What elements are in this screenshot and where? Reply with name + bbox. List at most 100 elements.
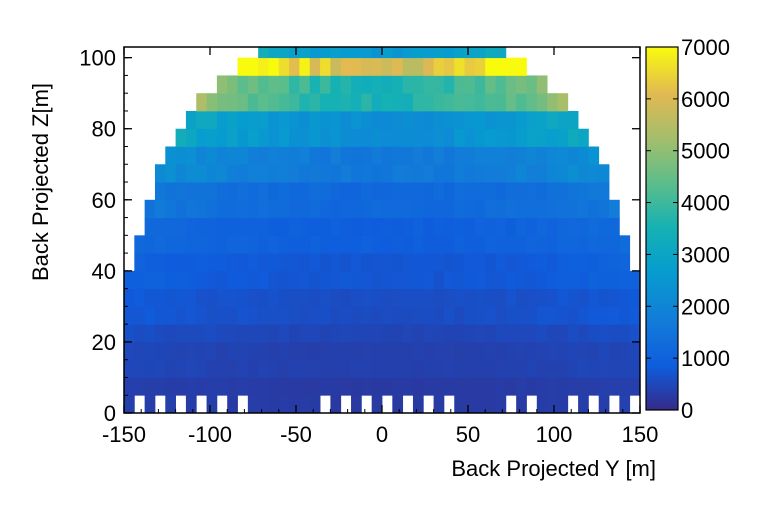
heatmap-cell (185, 199, 197, 218)
heatmap-cell (340, 110, 352, 130)
heatmap-cell (361, 110, 373, 130)
heatmap-cell (299, 75, 311, 94)
x-tick-label: -100 (188, 422, 232, 447)
heatmap-cell (588, 253, 600, 272)
x-tick-label: -150 (102, 422, 146, 447)
heatmap-cell (227, 235, 238, 254)
heatmap-cell (423, 75, 434, 94)
heatmap-cell (609, 306, 620, 325)
heatmap-cell (474, 199, 486, 218)
heatmap-cell (247, 164, 259, 183)
heatmap-cell (567, 182, 579, 201)
heatmap-cell (536, 164, 548, 183)
heatmap-cell (299, 377, 311, 396)
heatmap-cell (567, 288, 579, 307)
heatmap-cell (609, 253, 620, 272)
heatmap-cell (144, 359, 156, 378)
heatmap-cell (124, 359, 135, 378)
heatmap-cell (578, 164, 589, 183)
heatmap-cell (536, 199, 548, 218)
heatmap-cell (567, 377, 579, 396)
heatmap-cell (371, 341, 383, 361)
heatmap-cell (247, 359, 259, 378)
heatmap-cell (258, 395, 269, 414)
heatmap-cell (557, 128, 569, 147)
heatmap-cell (392, 146, 404, 165)
heatmap-cell (144, 235, 156, 254)
heatmap-cell (247, 235, 259, 254)
heatmap-cell (196, 306, 207, 325)
heatmap-cell (412, 146, 424, 165)
heatmap-cell (474, 235, 486, 254)
heatmap-cell (392, 93, 404, 112)
heatmap-cell (495, 75, 507, 94)
heatmap-cell (505, 306, 517, 325)
heatmap-cell (619, 359, 631, 378)
heatmap-cell (516, 324, 527, 343)
heatmap-cell (382, 217, 393, 236)
heatmap-cell (609, 341, 620, 361)
heatmap-cell (351, 110, 362, 130)
heatmap-cell (557, 288, 569, 307)
heatmap-cell (258, 217, 269, 236)
heatmap-cell (289, 324, 300, 343)
heatmap-cell (320, 75, 331, 94)
heatmap-cell (134, 235, 146, 254)
heatmap-cell (289, 377, 300, 396)
heatmap-cell (454, 146, 465, 165)
heatmap-cell (309, 182, 321, 201)
heatmap-cell (464, 128, 476, 147)
heatmap-cell (567, 110, 579, 130)
heatmap-cell (598, 377, 610, 396)
heatmap-cell (536, 377, 548, 396)
heatmap-cell (547, 217, 558, 236)
heatmap-cell (227, 324, 238, 343)
heatmap-cell (206, 306, 218, 325)
heatmap-cell (557, 164, 569, 183)
heatmap-cell (134, 341, 146, 361)
heatmap-cell (402, 324, 414, 343)
heatmap-cell (278, 324, 290, 343)
heatmap-cell (495, 146, 507, 165)
heatmap-cell (278, 199, 290, 218)
y-tick-label: 80 (92, 117, 116, 142)
heatmap-cell (268, 75, 280, 94)
heatmap-cell (330, 182, 342, 201)
heatmap-cell (144, 288, 156, 307)
heatmap-cell (124, 341, 135, 361)
heatmap-cell (165, 341, 176, 361)
heatmap-cell (433, 270, 445, 290)
heatmap-cell (351, 57, 362, 76)
heatmap-cell (454, 182, 465, 201)
heatmap-cell (247, 324, 259, 343)
heatmap-cell (547, 341, 558, 361)
heatmap-cell (598, 288, 610, 307)
heatmap-cell (165, 235, 176, 254)
heatmap-cell (443, 324, 455, 343)
heatmap-cell (454, 47, 465, 59)
heatmap-cell (196, 341, 207, 361)
heatmap-cell (474, 110, 486, 130)
heatmap-cell (124, 377, 135, 396)
heatmap-cell (516, 57, 527, 76)
heatmap-cell (443, 235, 455, 254)
y-axis-title: Back Projected Z[m] (28, 83, 53, 281)
heatmap-cell (485, 57, 496, 76)
heatmap-cell (216, 164, 228, 183)
heatmap-cell (485, 47, 496, 59)
heatmap-cell (371, 235, 383, 254)
heatmap-cell (216, 341, 228, 361)
heatmap-cell (536, 324, 548, 343)
heatmap-cell (237, 377, 249, 396)
heatmap-cell (516, 182, 527, 201)
heatmap-cell (216, 199, 228, 218)
heatmap-cell (206, 253, 218, 272)
heatmap-cell (598, 199, 610, 218)
heatmap-cell (578, 359, 589, 378)
heatmap-cell (382, 57, 393, 76)
heatmap-cell (474, 341, 486, 361)
heatmap-cell (412, 288, 424, 307)
heatmap-cell (330, 235, 342, 254)
heatmap-cell (134, 270, 146, 290)
heatmap-cell (578, 377, 589, 396)
